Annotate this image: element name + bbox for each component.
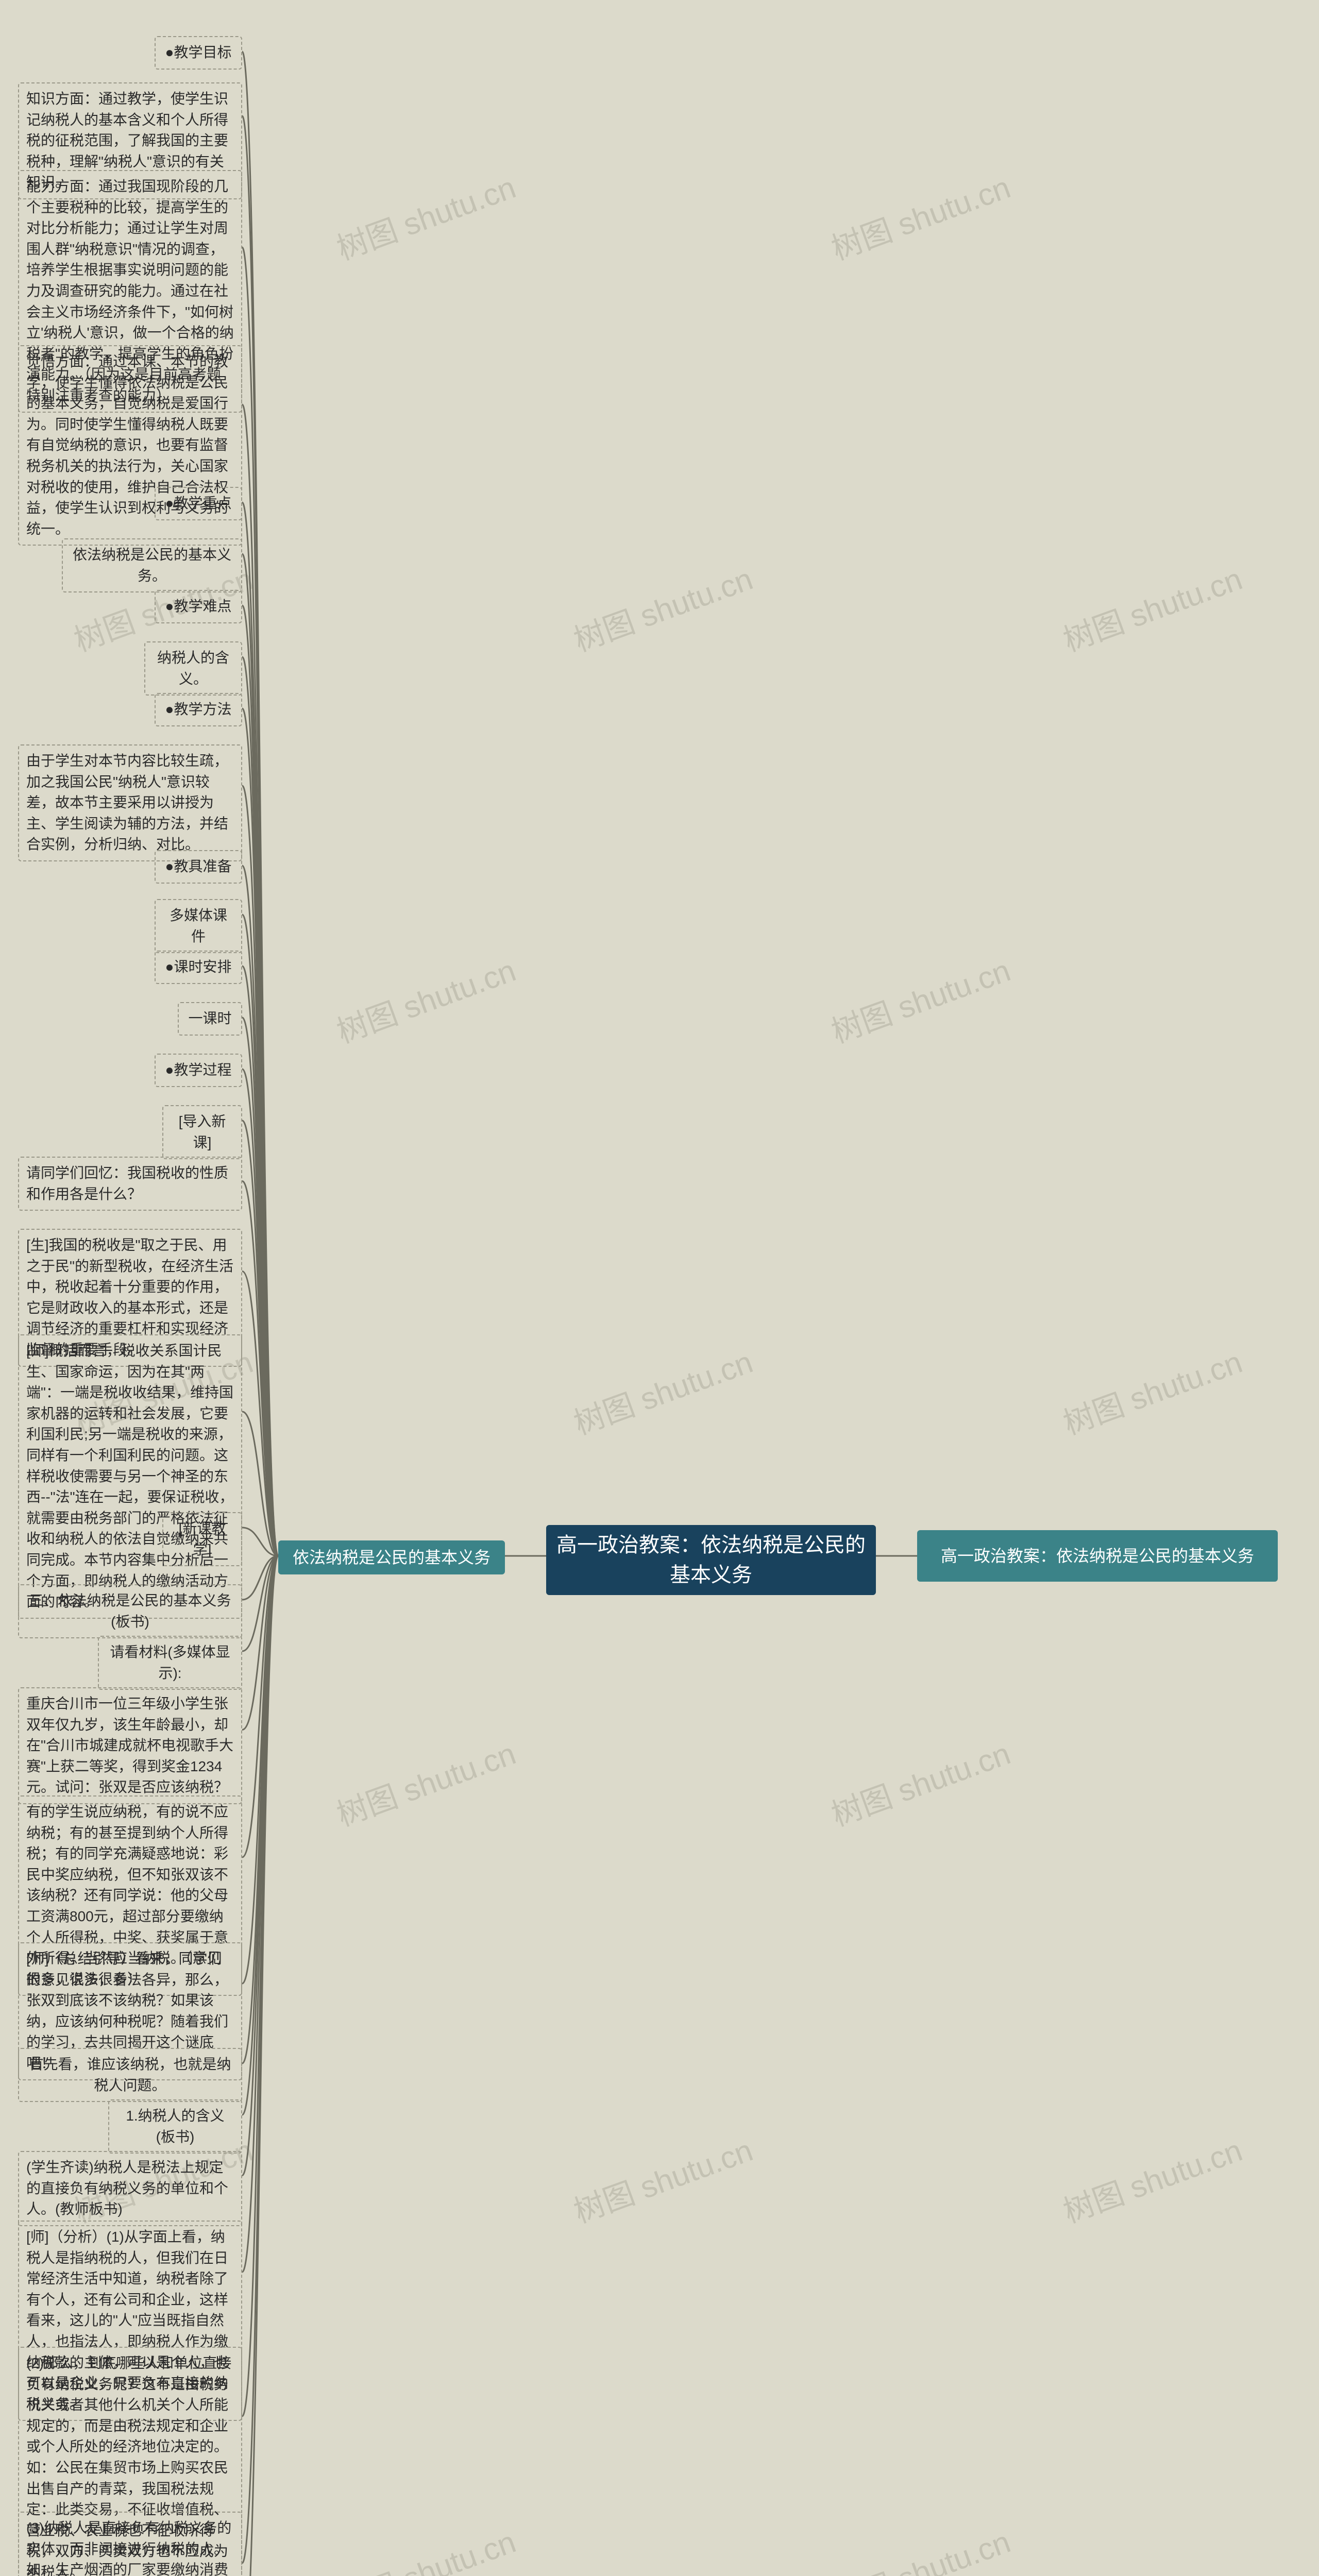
leaf-node-12-label: ●课时安排 xyxy=(165,957,232,978)
leaf-node-18[interactable]: [师]概括而言，税收关系国计民生、国家命运，因为在其"两端"：一端是税收收结果，… xyxy=(18,1334,242,1619)
watermark: 树图 shutu.cn xyxy=(824,163,1016,269)
watermark: 树图 shutu.cn xyxy=(330,1729,521,1835)
left-branch-node-label: 依法纳税是公民的基本义务 xyxy=(293,1546,491,1569)
leaf-node-10-label: ●教具准备 xyxy=(165,856,232,877)
leaf-node-11[interactable]: 多媒体课件 xyxy=(155,899,242,953)
leaf-node-0[interactable]: ●教学目标 xyxy=(155,36,242,70)
leaf-node-13-label: 一课时 xyxy=(188,1008,231,1029)
left-branch-node[interactable]: 依法纳税是公民的基本义务 xyxy=(278,1540,505,1574)
root-node[interactable]: 高一政治教案：依法纳税是公民的基本义务 xyxy=(546,1525,876,1595)
watermark: 树图 shutu.cn xyxy=(824,946,1016,1052)
leaf-node-16[interactable]: 请同学们回忆：我国税收的性质和作用各是什么？ xyxy=(18,1157,242,1211)
leaf-node-6[interactable]: ●教学难点 xyxy=(155,590,242,623)
right-branch-node-label: 高一政治教案：依法纳税是公民的基本义务 xyxy=(941,1544,1254,1568)
leaf-node-9-label: 由于学生对本节内容比较生疏，加之我国公民"纳税人"意识较差，故本节主要采用以讲授… xyxy=(26,751,234,855)
right-branch-node[interactable]: 高一政治教案：依法纳税是公民的基本义务 xyxy=(917,1530,1278,1582)
leaf-node-26[interactable]: 1.纳税人的含义(板书) xyxy=(108,2099,242,2154)
leaf-node-5[interactable]: 依法纳税是公民的基本义务。 xyxy=(62,538,242,592)
watermark: 树图 shutu.cn xyxy=(824,1729,1016,1835)
leaf-node-19-label: [新课教学] xyxy=(171,1518,234,1560)
leaf-node-6-label: ●教学难点 xyxy=(165,596,232,617)
leaf-node-4[interactable]: ●教学重点 xyxy=(155,487,242,520)
watermark: 树图 shutu.cn xyxy=(824,2517,1016,2576)
leaf-node-14[interactable]: ●教学过程 xyxy=(155,1054,242,1087)
leaf-node-25[interactable]: 首先看，谁应该纳税，也就是纳税人问题。 xyxy=(18,2048,242,2102)
watermark: 树图 shutu.cn xyxy=(567,554,758,660)
leaf-node-16-label: 请同学们回忆：我国税收的性质和作用各是什么？ xyxy=(26,1163,234,1205)
leaf-node-21-label: 请看材料(多媒体显示): xyxy=(106,1642,234,1684)
leaf-node-10[interactable]: ●教具准备 xyxy=(155,850,242,884)
leaf-node-8[interactable]: ●教学方法 xyxy=(155,693,242,726)
leaf-node-15[interactable]: [导入新课] xyxy=(162,1105,242,1159)
leaf-node-27[interactable]: (学生齐读)纳税人是税法上规定的直接负有纳税义务的单位和个人。(教师板书) xyxy=(18,2151,242,2226)
watermark: 树图 shutu.cn xyxy=(330,946,521,1052)
leaf-node-5-label: 依法纳税是公民的基本义务。 xyxy=(70,545,234,586)
leaf-node-22[interactable]: 重庆合川市一位三年级小学生张双年仅九岁，该生年龄最小，却在"合川市城建成就杯电视… xyxy=(18,1687,242,1804)
leaf-node-7-label: 纳税人的含义。 xyxy=(153,648,234,689)
leaf-node-14-label: ●教学过程 xyxy=(165,1060,232,1081)
leaf-node-19[interactable]: [新课教学] xyxy=(162,1512,242,1566)
leaf-node-9[interactable]: 由于学生对本节内容比较生疏，加之我国公民"纳税人"意识较差，故本节主要采用以讲授… xyxy=(18,744,242,861)
leaf-node-22-label: 重庆合川市一位三年级小学生张双年仅九岁，该生年龄最小，却在"合川市城建成就杯电视… xyxy=(26,1693,234,1798)
watermark: 树图 shutu.cn xyxy=(1056,1337,1247,1444)
leaf-node-21[interactable]: 请看材料(多媒体显示): xyxy=(98,1636,242,1690)
leaf-node-8-label: ●教学方法 xyxy=(165,699,232,720)
watermark: 树图 shutu.cn xyxy=(1056,2126,1247,2232)
leaf-node-26-label: 1.纳税人的含义(板书) xyxy=(116,2106,234,2147)
leaf-node-13[interactable]: 一课时 xyxy=(178,1002,242,1036)
leaf-node-30-label: (3)纳税人是直接负有纳税义务的实体，而非间接进行纳税的人。如：生产烟酒的厂家要… xyxy=(26,2518,234,2576)
watermark: 树图 shutu.cn xyxy=(330,163,521,269)
leaf-node-20[interactable]: 三、依法纳税是公民的基本义务(板书) xyxy=(18,1584,242,1638)
watermark: 树图 shutu.cn xyxy=(330,2517,521,2576)
leaf-node-12[interactable]: ●课时安排 xyxy=(155,951,242,984)
root-node-label: 高一政治教案：依法纳税是公民的基本义务 xyxy=(553,1530,869,1590)
leaf-node-30[interactable]: (3)纳税人是直接负有纳税义务的实体，而非间接进行纳税的人。如：生产烟酒的厂家要… xyxy=(18,2512,242,2576)
watermark: 树图 shutu.cn xyxy=(567,1337,758,1444)
leaf-node-27-label: (学生齐读)纳税人是税法上规定的直接负有纳税义务的单位和个人。(教师板书) xyxy=(26,2157,234,2220)
watermark: 树图 shutu.cn xyxy=(1056,554,1247,660)
leaf-node-15-label: [导入新课] xyxy=(171,1111,234,1153)
leaf-node-0-label: ●教学目标 xyxy=(165,42,232,63)
watermark: 树图 shutu.cn xyxy=(567,2126,758,2232)
leaf-node-18-label: [师]概括而言，税收关系国计民生、国家命运，因为在其"两端"：一端是税收收结果，… xyxy=(26,1341,234,1613)
leaf-node-4-label: ●教学重点 xyxy=(165,493,232,514)
leaf-node-25-label: 首先看，谁应该纳税，也就是纳税人问题。 xyxy=(26,2054,234,2096)
leaf-node-7[interactable]: 纳税人的含义。 xyxy=(144,641,242,696)
leaf-node-20-label: 三、依法纳税是公民的基本义务(板书) xyxy=(26,1590,234,1632)
leaf-node-11-label: 多媒体课件 xyxy=(163,905,234,947)
